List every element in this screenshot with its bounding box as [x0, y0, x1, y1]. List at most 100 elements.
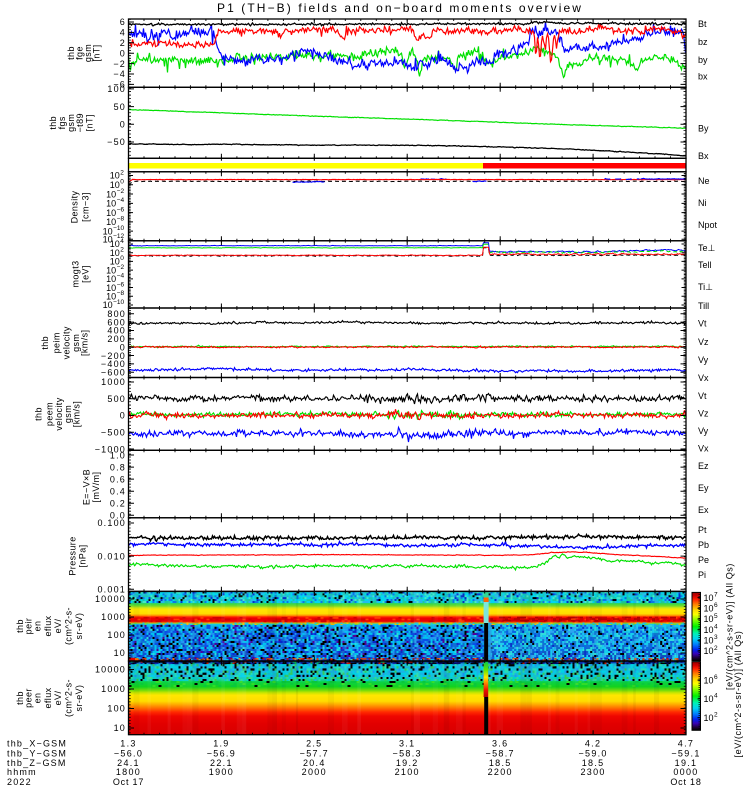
svg-text:10: 10 — [106, 199, 116, 209]
svg-text:Ni: Ni — [698, 198, 707, 208]
svg-text:bx: bx — [698, 72, 708, 82]
svg-text:600: 600 — [107, 317, 126, 327]
svg-text:−10: −10 — [113, 299, 124, 306]
svg-text:0.010: 0.010 — [97, 551, 126, 561]
svg-text:[nT]: [nT] — [92, 44, 102, 61]
svg-text:hhmm: hhmm — [7, 767, 37, 777]
svg-text:thb_X−GSM: thb_X−GSM — [7, 739, 67, 749]
svg-text:−4: −4 — [117, 197, 125, 204]
svg-text:peer: peer — [24, 688, 34, 708]
svg-text:4.2: 4.2 — [585, 739, 601, 749]
svg-text:100: 100 — [107, 704, 126, 714]
svg-text:Bt: Bt — [698, 19, 707, 29]
svg-text:10: 10 — [103, 235, 113, 245]
svg-text:[nPa]: [nPa] — [78, 544, 88, 567]
svg-text:0: 0 — [120, 179, 124, 186]
svg-text:−56.9: −56.9 — [207, 749, 236, 759]
svg-text:Pb: Pb — [698, 540, 709, 550]
svg-text:[mV/m]: [mV/m] — [91, 472, 101, 503]
svg-text:Npot: Npot — [698, 220, 718, 230]
svg-text:10: 10 — [106, 208, 116, 218]
svg-text:3.1: 3.1 — [399, 739, 415, 749]
svg-text:10: 10 — [103, 226, 113, 236]
svg-text:−4: −4 — [117, 273, 125, 280]
svg-text:eV/: eV/ — [53, 691, 63, 706]
svg-text:10: 10 — [106, 189, 116, 199]
svg-text:P1 (TH−B) fields and on−board: P1 (TH−B) fields and on−board moments ov… — [217, 1, 583, 15]
svg-text:−200: −200 — [101, 351, 126, 361]
svg-text:4.7: 4.7 — [678, 739, 694, 749]
svg-text:gsm: gsm — [83, 44, 93, 62]
svg-text:1900: 1900 — [209, 767, 234, 777]
svg-text:[nT]: [nT] — [85, 114, 95, 131]
svg-text:1000: 1000 — [101, 612, 126, 622]
svg-text:0: 0 — [120, 120, 126, 130]
svg-text:thb: thb — [15, 691, 25, 705]
svg-text:Pressure: Pressure — [68, 536, 78, 575]
svg-text:−600: −600 — [101, 368, 126, 378]
svg-text:10: 10 — [106, 292, 116, 302]
svg-text:18.5: 18.5 — [489, 758, 512, 768]
svg-text:Vx: Vx — [698, 444, 709, 454]
svg-text:gsm: gsm — [63, 405, 73, 423]
svg-text:1800: 1800 — [116, 767, 141, 777]
svg-text:1000: 1000 — [101, 377, 126, 387]
svg-text:−58.3: −58.3 — [393, 749, 422, 759]
svg-text:10: 10 — [110, 171, 120, 181]
svg-text:4: 4 — [714, 693, 718, 700]
svg-text:Vy: Vy — [698, 355, 709, 365]
svg-text:Pi: Pi — [698, 570, 706, 580]
svg-text:Till: Till — [698, 301, 709, 311]
svg-text:10: 10 — [106, 283, 116, 293]
svg-text:10: 10 — [106, 274, 116, 284]
svg-text:gsm: gsm — [66, 114, 76, 132]
svg-text:[km/s]: [km/s] — [80, 330, 90, 356]
svg-text:4: 4 — [120, 28, 126, 38]
svg-text:20.4: 20.4 — [303, 758, 326, 768]
svg-text:10: 10 — [114, 648, 126, 658]
svg-text:10: 10 — [103, 300, 113, 310]
svg-text:10: 10 — [704, 604, 714, 614]
svg-text:22.1: 22.1 — [210, 758, 233, 768]
svg-text:800: 800 — [107, 309, 126, 319]
svg-text:Vx: Vx — [698, 373, 709, 383]
svg-text:−59.0: −59.0 — [578, 749, 607, 759]
svg-text:sr-eV): sr-eV) — [74, 613, 84, 640]
svg-text:Vz: Vz — [698, 337, 709, 347]
svg-text:10: 10 — [704, 675, 714, 685]
svg-text:1000: 1000 — [101, 684, 126, 694]
svg-text:sr-eV): sr-eV) — [74, 685, 84, 712]
svg-text:1.3: 1.3 — [120, 739, 136, 749]
svg-text:10: 10 — [110, 180, 120, 190]
svg-text:fge: fge — [75, 46, 85, 60]
svg-text:2300: 2300 — [580, 767, 605, 777]
svg-text:−58.7: −58.7 — [486, 749, 515, 759]
svg-text:by: by — [698, 55, 708, 65]
svg-text:thb: thb — [48, 116, 58, 130]
svg-text:10: 10 — [704, 646, 714, 656]
svg-text:6: 6 — [714, 674, 718, 681]
svg-text:en: en — [33, 621, 43, 632]
svg-text:10: 10 — [106, 265, 116, 275]
svg-text:peim: peim — [52, 332, 62, 353]
svg-text:4: 4 — [714, 624, 718, 631]
svg-text:2: 2 — [120, 247, 124, 254]
svg-text:E=−V×B: E=−V×B — [82, 469, 92, 505]
svg-text:−50: −50 — [107, 137, 126, 147]
svg-text:en: en — [33, 693, 43, 704]
svg-text:2022: 2022 — [7, 777, 32, 787]
svg-text:[eV/(cm^2-s-sr-eV)] (All Qs): [eV/(cm^2-s-sr-eV)] (All Qs) — [733, 630, 743, 757]
svg-text:thb: thb — [15, 619, 25, 633]
svg-text:4: 4 — [120, 238, 124, 245]
svg-text:10000: 10000 — [95, 594, 126, 604]
svg-text:thb_Y−GSM: thb_Y−GSM — [7, 749, 67, 759]
svg-text:10: 10 — [704, 593, 714, 603]
svg-text:10: 10 — [704, 625, 714, 635]
svg-text:Pt: Pt — [698, 525, 707, 535]
svg-text:−400: −400 — [101, 359, 126, 369]
svg-text:−56.0: −56.0 — [114, 749, 143, 759]
svg-text:Oct 17: Oct 17 — [113, 777, 144, 787]
svg-text:2: 2 — [714, 645, 718, 652]
svg-text:velocity: velocity — [54, 397, 64, 430]
svg-text:100: 100 — [107, 630, 126, 640]
